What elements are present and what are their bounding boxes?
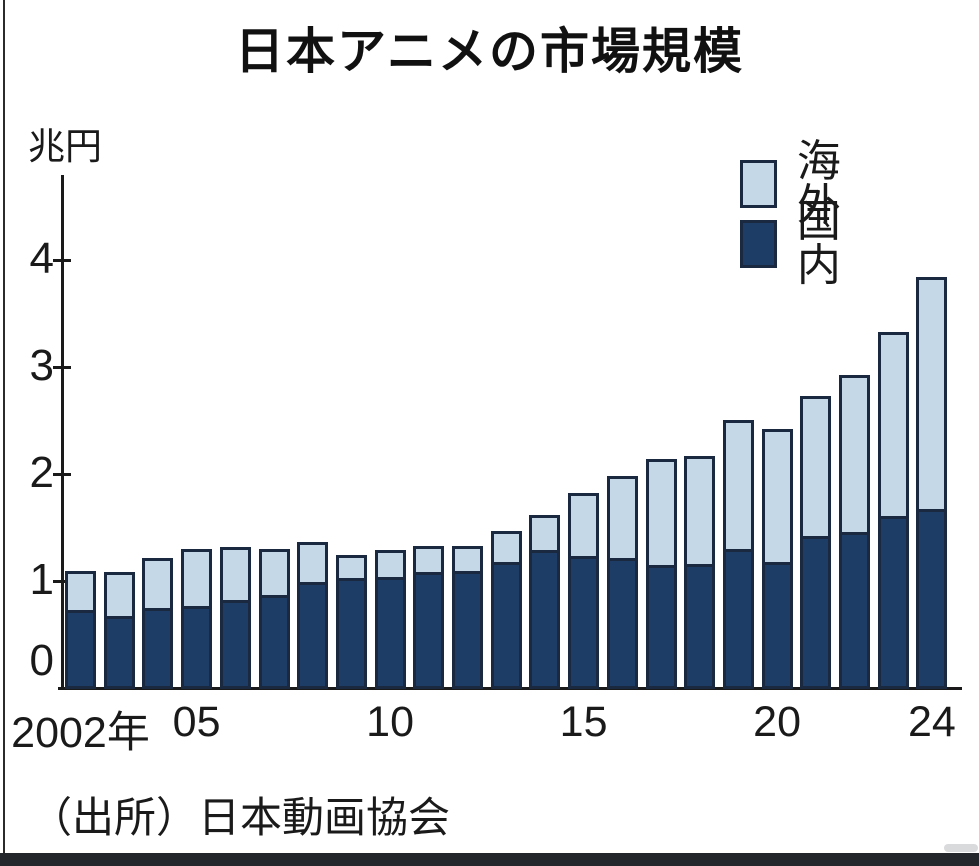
- bar-segment-domestic-2009: [336, 578, 367, 689]
- bar-segment-overseas-2011: [413, 546, 444, 572]
- chart-title: 日本アニメの市場規模: [234, 25, 745, 79]
- bar-stack-2014: [529, 515, 560, 689]
- legend-label-domestic: 国内: [796, 197, 841, 290]
- bar-segment-domestic-2011: [413, 572, 444, 689]
- legend-item-overseas: 海外: [740, 140, 856, 228]
- legend-label-overseas: 海外: [796, 137, 841, 230]
- bar-segment-domestic-2005: [181, 606, 212, 689]
- bar-stack-2008: [297, 542, 328, 689]
- bar-segment-overseas-2018: [684, 456, 715, 564]
- bar-segment-overseas-2010: [375, 550, 406, 577]
- bar-segment-overseas-2013: [491, 531, 522, 562]
- bar-segment-overseas-2006: [220, 547, 251, 600]
- bar-segment-domestic-2015: [568, 556, 599, 689]
- bar-stack-2007: [259, 549, 290, 689]
- bar-segment-overseas-2016: [607, 476, 638, 558]
- bar-stack-2015: [568, 493, 599, 689]
- left-border-line: [3, 0, 5, 853]
- y-tick-1: [53, 580, 71, 583]
- bar-segment-domestic-2012: [452, 571, 483, 689]
- bar-segment-overseas-2008: [297, 542, 328, 582]
- bar-stack-2019: [723, 420, 754, 689]
- y-axis-line: [61, 175, 64, 690]
- bar-segment-domestic-2010: [375, 577, 406, 689]
- bar-segment-domestic-2017: [646, 565, 677, 689]
- y-tick-label-0: 0: [29, 636, 54, 685]
- y-tick-3: [53, 366, 71, 369]
- bar-segment-domestic-2007: [259, 595, 290, 689]
- legend-item-domestic: 国内: [740, 200, 856, 288]
- bar-stack-2021: [800, 396, 831, 689]
- bar-segment-overseas-2002: [65, 571, 96, 610]
- y-tick-label-3: 3: [29, 341, 54, 390]
- bar-stack-2022: [839, 375, 870, 689]
- bar-segment-overseas-2022: [839, 375, 870, 532]
- bar-segment-overseas-2005: [181, 549, 212, 606]
- x-tick-label-2002: 2002年: [11, 709, 150, 757]
- scrollbar-thumb[interactable]: [944, 844, 978, 852]
- bar-stack-2004: [142, 558, 173, 689]
- y-tick-4: [53, 259, 71, 262]
- bar-segment-domestic-2022: [839, 532, 870, 689]
- bar-segment-domestic-2020: [762, 562, 793, 689]
- bar-stack-2009: [336, 555, 367, 689]
- bar-segment-domestic-2014: [529, 550, 560, 689]
- bar-segment-overseas-2012: [452, 546, 483, 571]
- bar-stack-2020: [762, 429, 793, 689]
- x-tick-label-15: 15: [559, 698, 608, 746]
- bar-segment-overseas-2003: [104, 572, 135, 616]
- bar-segment-domestic-2004: [142, 608, 173, 689]
- bar-segment-domestic-2006: [220, 600, 251, 689]
- bar-segment-domestic-2021: [800, 536, 831, 689]
- bar-segment-overseas-2015: [568, 493, 599, 556]
- x-tick-label-10: 10: [366, 698, 415, 746]
- source-note: （出所）日本動画協会: [30, 794, 451, 841]
- bar-stack-2013: [491, 531, 522, 689]
- bar-stack-2024: [916, 277, 947, 689]
- bar-stack-2003: [104, 572, 135, 689]
- bar-segment-overseas-2023: [878, 332, 909, 516]
- bar-segment-domestic-2023: [878, 516, 909, 689]
- bar-segment-overseas-2020: [762, 429, 793, 562]
- bar-stack-2005: [181, 549, 212, 689]
- bar-stack-2010: [375, 550, 406, 689]
- legend-swatch-domestic: [740, 220, 777, 268]
- x-tick-label-24: 24: [907, 698, 956, 746]
- bar-segment-domestic-2008: [297, 582, 328, 689]
- bar-stack-2002: [65, 571, 96, 689]
- bar-stack-2012: [452, 546, 483, 689]
- bar-segment-domestic-2018: [684, 564, 715, 689]
- bar-segment-overseas-2014: [529, 515, 560, 550]
- bar-segment-overseas-2017: [646, 459, 677, 565]
- bar-segment-domestic-2013: [491, 562, 522, 689]
- bar-stack-2023: [878, 332, 909, 689]
- bar-segment-domestic-2024: [916, 509, 947, 689]
- bar-stack-2011: [413, 546, 444, 689]
- bar-segment-overseas-2019: [723, 420, 754, 549]
- bar-segment-overseas-2007: [259, 549, 290, 595]
- x-tick-label-20: 20: [753, 698, 802, 746]
- bar-segment-overseas-2021: [800, 396, 831, 536]
- bar-segment-domestic-2019: [723, 549, 754, 689]
- bar-stack-2018: [684, 456, 715, 689]
- bar-segment-domestic-2002: [65, 610, 96, 689]
- bar-segment-overseas-2004: [142, 558, 173, 608]
- bar-stack-2017: [646, 459, 677, 689]
- bar-segment-domestic-2016: [607, 558, 638, 689]
- bar-segment-overseas-2024: [916, 277, 947, 509]
- y-tick-2: [53, 473, 71, 476]
- y-tick-label-2: 2: [29, 448, 54, 497]
- y-axis-unit-label: 兆円: [28, 126, 102, 167]
- bottom-bar: [0, 853, 979, 866]
- legend-swatch-overseas: [740, 160, 777, 208]
- bar-stack-2016: [607, 476, 638, 689]
- bar-segment-overseas-2009: [336, 555, 367, 578]
- x-tick-label-05: 05: [172, 698, 221, 746]
- bar-segment-domestic-2003: [104, 616, 135, 689]
- y-tick-label-1: 1: [29, 555, 54, 604]
- y-tick-label-4: 4: [29, 234, 54, 283]
- bar-stack-2006: [220, 547, 251, 689]
